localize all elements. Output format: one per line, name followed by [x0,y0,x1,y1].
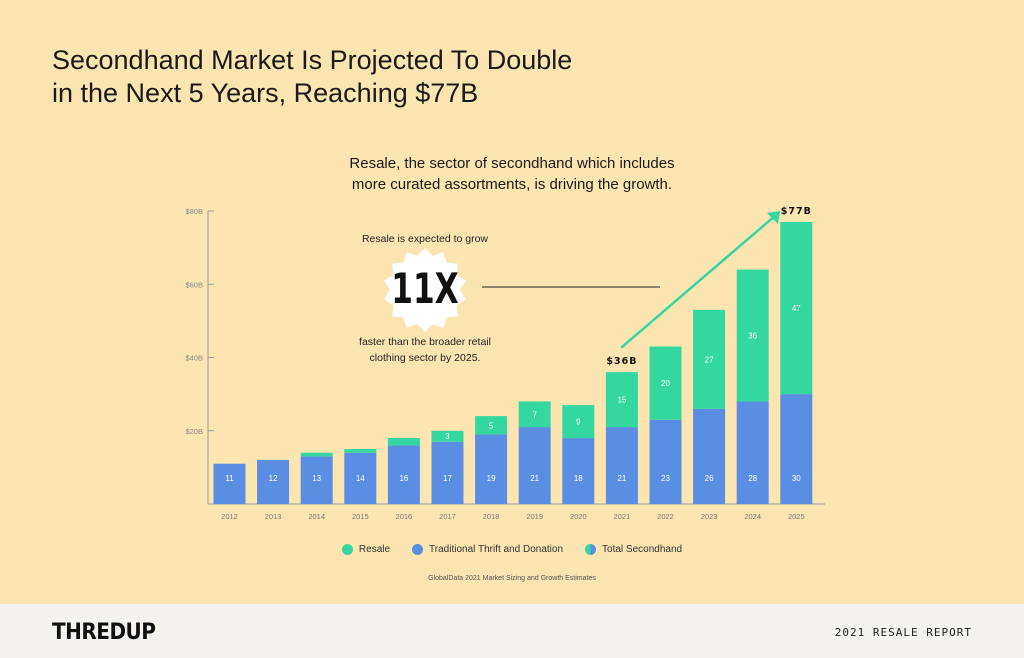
x-tick-label: 2020 [570,512,587,521]
bar-thrift-2018 [475,434,508,504]
data-label-thrift: 30 [792,474,801,483]
x-tick-label: 2016 [396,512,413,521]
data-label-thrift: 26 [705,474,714,483]
callout-multiplier: 11X [391,264,458,313]
bar-thrift-2025 [780,394,813,504]
bar-resale-2022 [649,346,682,420]
bar-resale-2023 [693,309,726,409]
total-annotation-2021: $36B [606,356,637,367]
bar-resale-2021 [605,372,638,428]
bar-resale-2019 [518,401,551,428]
growth-arrow [620,211,780,349]
y-tick-label: $60B [185,280,203,289]
bar-resale-2014 [300,452,333,457]
legend-swatch-thrift [412,543,424,555]
x-tick-label: 2018 [483,512,500,521]
data-label-resale: 15 [617,396,626,405]
x-tick-label: 2021 [614,512,631,521]
total-annotation-2025: $77B [781,206,812,217]
starburst-badge [384,248,466,332]
legend-item-thrift: Traditional Thrift and Donation [412,543,564,555]
bar-thrift-2014 [300,456,333,504]
data-label-resale: 47 [792,304,801,313]
data-label-thrift: 21 [617,474,626,483]
bar-resale-2017 [431,430,464,442]
data-label-thrift: 23 [661,474,670,483]
data-label-thrift: 19 [487,474,496,483]
y-tick-label: $40B [185,354,203,363]
data-label-thrift: 17 [443,474,452,483]
chart-subtitle: Resale, the sector of secondhand which i… [349,155,675,193]
bar-thrift-2024 [736,401,769,504]
source-note: GlobalData 2021 Market Sizing and Growth… [428,575,596,582]
y-tick-label: $80B [185,207,203,216]
callout-intro: Resale is expected to grow [362,233,488,245]
growth-callout: Resale is expected to grow 11X faster th… [359,233,660,364]
data-label-thrift: 11 [225,474,234,483]
data-label-resale: 7 [532,410,537,419]
page-title: Secondhand Market Is Projected To Double… [52,45,573,108]
bar-thrift-2017 [431,441,464,504]
data-label-thrift: 18 [574,474,583,483]
legend-label: Resale [358,543,391,555]
bar-resale-2015 [344,449,377,453]
brand-logo: THREDUP [52,617,156,645]
bar-thrift-2016 [387,445,420,504]
data-label-thrift: 21 [530,474,539,483]
bar-resale-2025 [780,221,813,395]
bar-thrift-2020 [562,438,595,504]
footer-bar: THREDUP 2021 RESALE REPORT [0,604,1024,658]
data-label-thrift: 12 [269,474,278,483]
data-label-thrift: 14 [356,474,365,483]
bar-resale-2024 [736,269,769,402]
callout-outro-line-2: clothing sector by 2025. [370,352,481,364]
bar-resale-2018 [475,416,508,435]
data-label-resale: 5 [489,421,494,430]
x-tick-label: 2015 [352,512,369,521]
x-tick-label: 2025 [788,512,805,521]
y-tick-label: $20B [185,427,203,436]
x-tick-label: 2024 [744,512,761,521]
data-label-thrift: 16 [399,474,408,483]
data-label-resale: 9 [576,418,581,427]
bar-thrift-2021 [605,427,638,504]
legend-swatch-total [585,543,597,555]
bar-thrift-2012 [213,463,246,504]
report-label: 2021 RESALE REPORT [834,626,972,639]
legend-label: Traditional Thrift and Donation [429,543,564,555]
data-label-resale: 20 [661,379,670,388]
trend-arrow-line [620,213,778,349]
data-label-resale: 36 [748,332,757,341]
x-tick-label: 2013 [265,512,282,521]
legend-item-total: Total Secondhand [585,543,683,555]
legend-item-resale: Resale [341,543,391,555]
chart-legend: Resale Traditional Thrift and Donation T… [0,541,1024,557]
bar-thrift-2023 [693,408,726,504]
x-tick-label: 2022 [657,512,674,521]
x-tick-label: 2012 [221,512,238,521]
legend-swatch-resale [341,543,353,555]
data-label-resale: 3 [445,432,450,441]
data-label-resale: 27 [705,355,714,364]
bar-thrift-2019 [518,427,551,504]
x-tick-label: 2014 [308,512,325,521]
bar-resale-2016 [387,438,420,446]
bar-thrift-2013 [257,460,290,504]
bar-resale-2020 [562,405,595,439]
callout-outro-line-1: faster than the broader retail [359,336,491,348]
data-label-thrift: 28 [748,474,757,483]
data-label-thrift: 13 [312,474,321,483]
trend-arrow-head [767,211,780,224]
x-tick-label: 2019 [526,512,543,521]
stacked-bar-chart: $20B$40B$60B$80B 11201212201313201414201… [185,206,825,521]
bar-thrift-2015 [344,452,377,504]
bar-thrift-2022 [649,419,682,504]
x-tick-label: 2023 [701,512,718,521]
x-tick-label: 2017 [439,512,456,521]
legend-label: Total Secondhand [602,543,683,555]
